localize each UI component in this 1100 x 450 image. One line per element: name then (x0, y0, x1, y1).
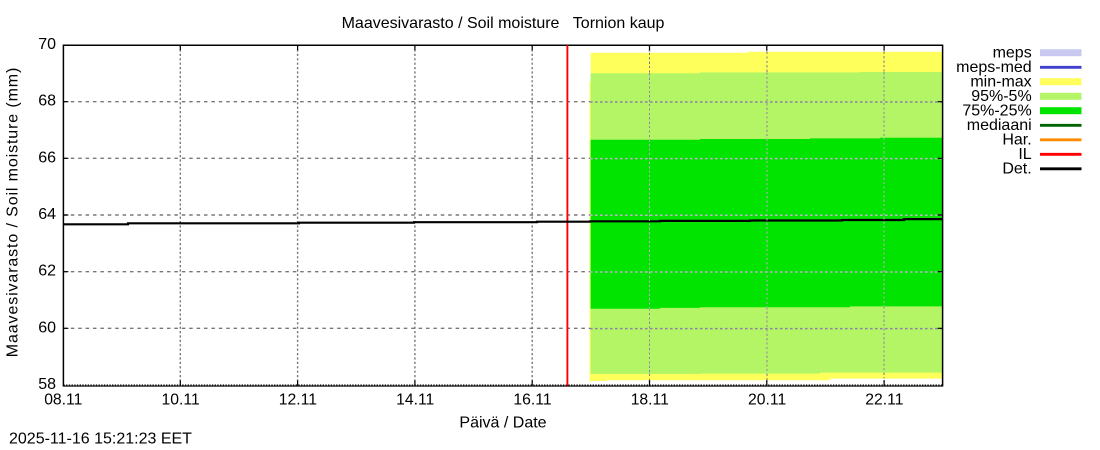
svg-text:14.11: 14.11 (396, 391, 434, 408)
svg-text:2025-11-16 15:21:23 EET: 2025-11-16 15:21:23 EET (9, 431, 192, 448)
svg-text:22.11: 22.11 (865, 391, 903, 408)
svg-text:Det.: Det. (1002, 161, 1031, 178)
svg-text:10.11: 10.11 (162, 391, 200, 408)
svg-text:mediaani: mediaani (967, 117, 1032, 134)
svg-text:62: 62 (38, 263, 56, 280)
svg-text:66: 66 (38, 149, 56, 166)
svg-text:18.11: 18.11 (631, 391, 669, 408)
svg-text:min-max: min-max (970, 74, 1031, 91)
svg-text:meps: meps (993, 45, 1032, 62)
svg-text:70: 70 (38, 36, 56, 53)
svg-text:IL: IL (1018, 146, 1031, 163)
svg-text:95%-5%: 95%-5% (971, 88, 1031, 105)
svg-text:20.11: 20.11 (748, 391, 786, 408)
svg-text:68: 68 (38, 93, 56, 110)
svg-text:64: 64 (38, 206, 56, 223)
svg-text:Maavesivarasto / Soil moisture: Maavesivarasto / Soil moisture Tornion k… (342, 15, 665, 32)
svg-text:12.11: 12.11 (279, 391, 317, 408)
svg-text:60: 60 (38, 319, 56, 336)
svg-text:Har.: Har. (1002, 132, 1031, 149)
svg-text:08.11: 08.11 (44, 391, 82, 408)
svg-text:Maavesivarasto / Soil moisture: Maavesivarasto / Soil moisture (mm) (5, 67, 22, 357)
svg-text:16.11: 16.11 (513, 391, 551, 408)
svg-text:58: 58 (38, 376, 56, 393)
svg-text:meps-med: meps-med (956, 59, 1032, 76)
svg-text:75%-25%: 75%-25% (962, 103, 1031, 120)
svg-text:Päivä / Date: Päivä / Date (459, 414, 546, 431)
